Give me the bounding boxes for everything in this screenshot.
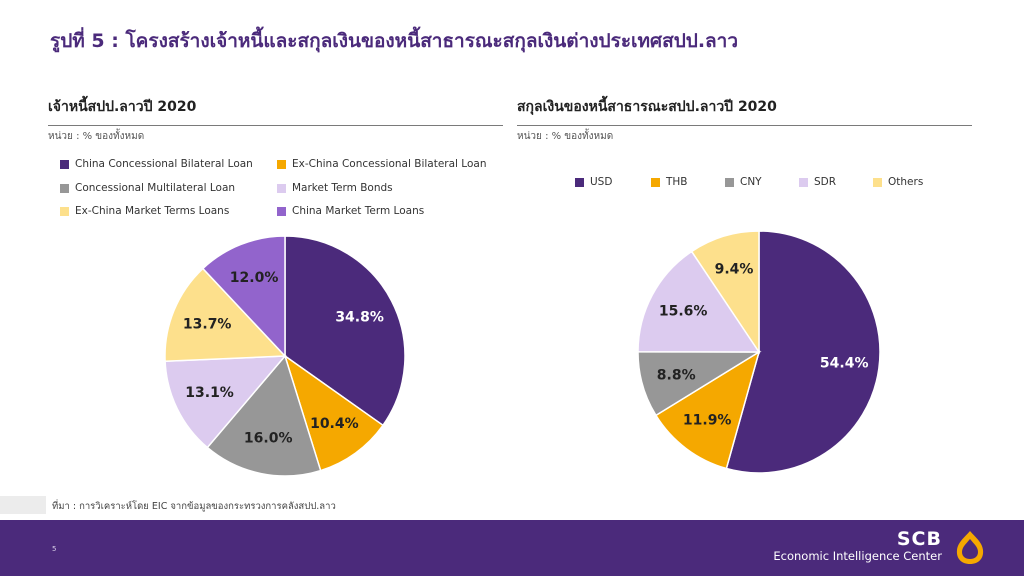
pie-slice-usd [725, 230, 881, 474]
legend-swatch [651, 177, 660, 187]
legend-label: SDR [814, 176, 837, 188]
legend-swatch [60, 206, 69, 216]
legend-label: Concessional Multilateral Loan [75, 182, 236, 194]
currency-unit-note: หน่วย : % ของทั้งหมด [517, 131, 614, 142]
currency-pie-chart: 54.4% 11.9% 8.8% 15.6% 9.4% [637, 230, 881, 474]
legend-label: THB [666, 176, 688, 188]
currency-chart-title: สกุลเงินของหนี้สาธารณะสปป.ลาวปี 2020 [517, 99, 777, 115]
pie-data-label: 54.4% [820, 356, 869, 372]
pie-slice-concessional-multilateral-loan [206, 354, 322, 477]
pie-data-label: 10.4% [310, 416, 359, 432]
legend-swatch [799, 177, 808, 187]
legend-item: China Market Term Loans [277, 205, 424, 217]
legend-item: THB [651, 176, 688, 188]
creditors-title-divider [48, 125, 503, 126]
source-note: ที่มา : การวิเคราะห์โดย EIC จากข้อมูลของ… [52, 501, 336, 512]
creditors-panel: เจ้าหนี้สปป.ลาวปี 2020 หน่วย : % ของทั้ง… [48, 96, 503, 496]
brand-name: SCB [896, 528, 942, 550]
legend-swatch [575, 177, 584, 187]
legend-label: USD [590, 176, 613, 188]
pie-data-label: 8.8% [657, 367, 696, 383]
pie-slice-market-term-bonds [164, 355, 287, 449]
brand: SCB Economic Intelligence Center [773, 529, 942, 564]
scb-logo-icon [956, 531, 984, 564]
legend-label: China Concessional Bilateral Loan [75, 158, 253, 170]
creditors-chart-title: เจ้าหนี้สปป.ลาวปี 2020 [48, 99, 197, 115]
pie-data-label: 16.0% [244, 430, 293, 446]
creditors-unit-note: หน่วย : % ของทั้งหมด [48, 131, 145, 142]
legend-item: Market Term Bonds [277, 182, 393, 194]
page-title: รูปที่ 5 : โครงสร้างเจ้าหนี้และสกุลเงินข… [50, 30, 739, 52]
brand-subtitle: Economic Intelligence Center [773, 549, 942, 563]
creditors-pie-chart: 34.8% 10.4% 16.0% 13.1% 13.7% 12.0% [164, 235, 406, 477]
pie-data-label: 12.0% [230, 270, 279, 286]
pie-data-label: 34.8% [335, 309, 384, 325]
pie-data-label: 13.7% [183, 316, 232, 332]
legend-item: Concessional Multilateral Loan [60, 182, 235, 194]
legend-swatch [873, 177, 882, 187]
pie-slice-china-concessional-bilateral-loan [284, 235, 406, 427]
legend-item: Ex-China Concessional Bilateral Loan [277, 158, 486, 170]
legend-item: USD [575, 176, 612, 188]
legend-label: CNY [740, 176, 762, 188]
legend-item: Ex-China Market Terms Loans [60, 205, 229, 217]
pie-slice-ex-china-concessional-bilateral-loan [283, 354, 385, 472]
legend-swatch [277, 159, 286, 169]
pie-slice-ex-china-market-terms-loans [164, 267, 287, 363]
pie-data-label: 9.4% [715, 262, 754, 278]
page-number: 5 [52, 545, 57, 553]
legend-swatch [277, 183, 286, 193]
legend-swatch [60, 159, 69, 169]
legend-label: Ex-China Market Terms Loans [75, 205, 230, 217]
legend-swatch [725, 177, 734, 187]
legend-item: CNY [725, 176, 762, 188]
pie-slice-thb [654, 350, 761, 470]
source-marker [0, 496, 46, 514]
legend-label: Market Term Bonds [292, 182, 393, 194]
pie-data-label: 11.9% [683, 413, 732, 429]
pie-slice-sdr [637, 250, 761, 353]
pie-slice-others [690, 230, 760, 355]
legend-swatch [60, 183, 69, 193]
pie-data-label: 15.6% [659, 303, 708, 319]
legend-label: Ex-China Concessional Bilateral Loan [292, 158, 487, 170]
currency-title-divider [517, 125, 972, 126]
legend-item: SDR [799, 176, 836, 188]
legend-item: Others [873, 176, 923, 188]
legend-label: Others [888, 176, 924, 188]
pie-slice-china-market-term-loans [201, 235, 286, 358]
currency-panel: สกุลเงินของหนี้สาธารณะสปป.ลาวปี 2020 หน่… [517, 96, 972, 496]
footer: 5 SCB Economic Intelligence Center [0, 520, 1024, 576]
legend-label: China Market Term Loans [292, 205, 425, 217]
pie-data-label: 13.1% [185, 385, 234, 401]
legend-swatch [277, 206, 286, 216]
legend-item: China Concessional Bilateral Loan [60, 158, 253, 170]
